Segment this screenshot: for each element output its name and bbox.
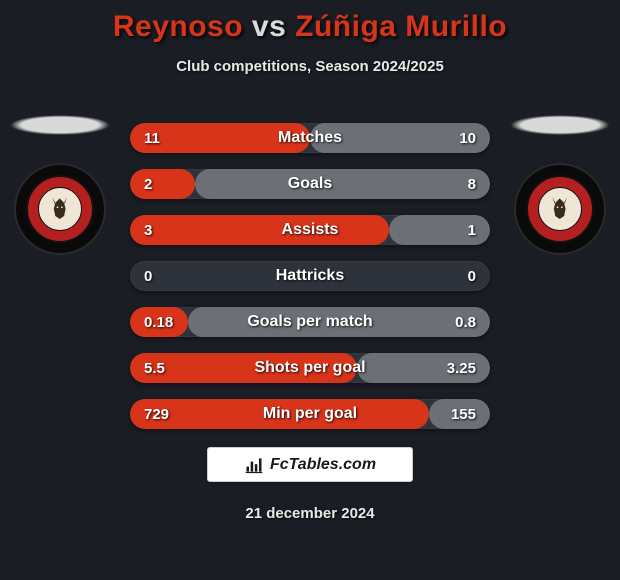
left-team-name-ellipse: [10, 115, 110, 135]
page-title: Reynoso vs Zúñiga Murillo: [0, 0, 620, 44]
stat-row: Hattricks0 0: [130, 261, 490, 291]
title-left: Reynoso: [113, 10, 243, 43]
right-team-block: [510, 115, 610, 255]
subtitle: Club competitions, Season 2024/2025: [0, 58, 620, 75]
dog-icon: [45, 194, 74, 223]
stat-left-value: 0.18: [130, 307, 187, 337]
chart-icon: [244, 455, 264, 475]
comparison-bars: Matches11 10 Goals2 8 Assists3 1 Hattricks0 0 Go…: [130, 123, 490, 445]
stat-label: Goals: [130, 169, 490, 199]
footer-date: 21 december 2024: [0, 505, 620, 522]
right-team-badge: [514, 163, 606, 255]
left-team-badge: [14, 163, 106, 255]
stat-left-value: 5.5: [130, 353, 179, 383]
stat-row: Min per goal729155: [130, 399, 490, 429]
stat-left-value: 729: [130, 399, 183, 429]
stat-right-value: 155: [437, 399, 490, 429]
fctables-text: FcTables.com: [270, 456, 376, 474]
stat-row: Shots per goal5.53.25: [130, 353, 490, 383]
title-vs: vs: [252, 10, 286, 43]
fctables-badge[interactable]: FcTables.com: [207, 447, 413, 482]
stat-left-value: 2: [130, 169, 166, 199]
dog-icon: [545, 194, 574, 223]
stat-left-value: 0: [130, 261, 166, 291]
stat-right-value: 3.25: [433, 353, 490, 383]
stat-label: Matches: [130, 123, 490, 153]
left-team-block: [10, 115, 110, 255]
stat-right-value: 1: [454, 215, 490, 245]
title-right: Zúñiga Murillo: [295, 10, 507, 43]
stat-right-value: 0.8: [441, 307, 490, 337]
stat-left-value: 11: [130, 123, 174, 153]
stat-row: Goals2 8: [130, 169, 490, 199]
stat-label: Assists: [130, 215, 490, 245]
right-team-name-ellipse: [510, 115, 610, 135]
stat-row: Assists3 1: [130, 215, 490, 245]
stat-right-value: 0: [454, 261, 490, 291]
stat-label: Hattricks: [130, 261, 490, 291]
stat-right-value: 8: [454, 169, 490, 199]
stat-right-value: 10: [445, 123, 490, 153]
stat-row: Goals per match0.180.8: [130, 307, 490, 337]
stat-row: Matches11 10: [130, 123, 490, 153]
stat-left-value: 3: [130, 215, 166, 245]
